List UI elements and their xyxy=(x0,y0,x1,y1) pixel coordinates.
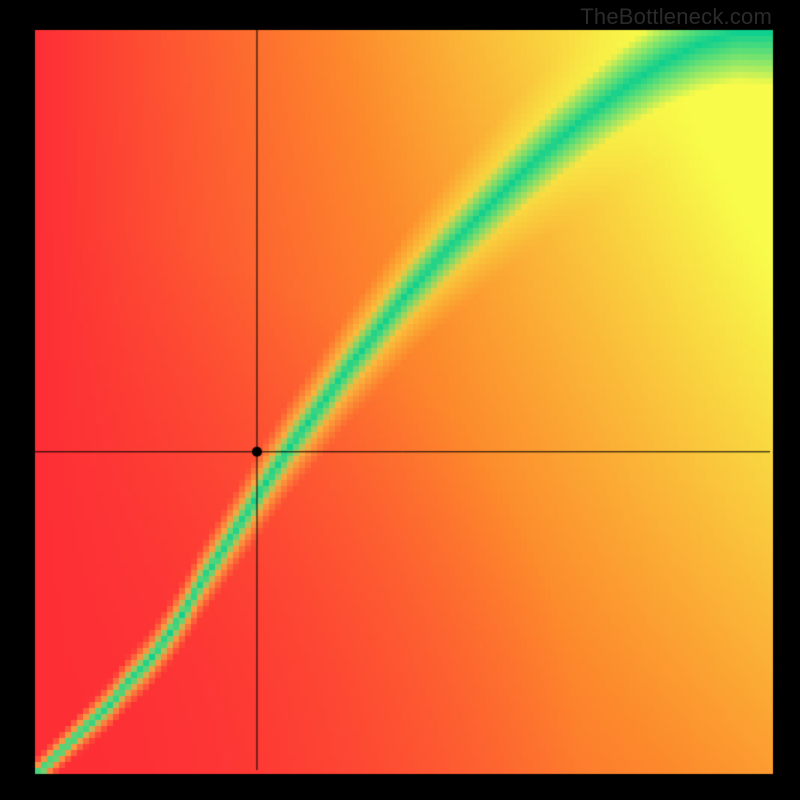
watermark-text: TheBottleneck.com xyxy=(580,4,772,30)
chart-container: TheBottleneck.com xyxy=(0,0,800,800)
heatmap-canvas xyxy=(0,0,800,800)
bottleneck-heatmap xyxy=(0,0,800,800)
